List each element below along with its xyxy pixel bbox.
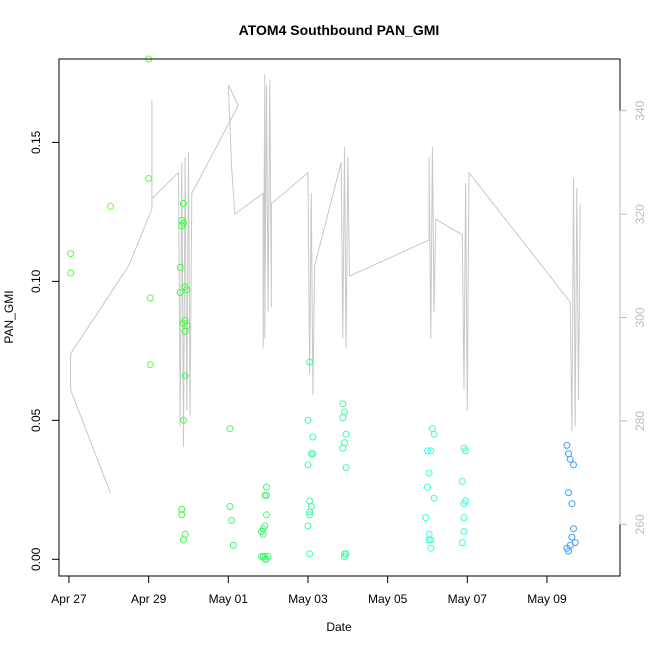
data-point: [226, 425, 234, 433]
y-tick-label: 0.00: [29, 547, 43, 571]
y-tick-label: 0.05: [29, 408, 43, 432]
data-point: [425, 536, 433, 544]
data-point: [427, 447, 435, 455]
data-point: [306, 511, 314, 519]
data-point: [107, 202, 114, 210]
data-point: [146, 294, 154, 302]
data-point: [67, 250, 75, 258]
data-point: [263, 483, 270, 491]
data-point: [570, 525, 577, 533]
x-axis: Apr 27 Apr 29 May 01 May 03 May 05 May 07 May …: [51, 575, 567, 606]
data-point: [306, 508, 314, 516]
data-point: [341, 408, 348, 416]
data-point: [563, 441, 571, 449]
x-tick-label: Apr 27: [51, 592, 87, 606]
data-point: [307, 503, 315, 510]
data-point: [460, 528, 468, 535]
data-point: [430, 494, 438, 502]
data-point: [425, 469, 433, 477]
data-point: [304, 522, 312, 530]
data-point: [563, 544, 571, 552]
data-point: [180, 200, 187, 207]
data-point: [342, 430, 350, 438]
data-point: [178, 511, 186, 519]
y2-tick-label: 300: [633, 307, 647, 327]
plot-frame: [58, 58, 621, 577]
data-point: [566, 455, 574, 463]
y-axis-label: PAN_GMI: [2, 290, 16, 343]
data-point: [309, 433, 317, 441]
data-point: [228, 516, 236, 524]
y2-tick-label: 260: [633, 514, 647, 534]
data-point: [430, 430, 438, 438]
data-point: [176, 264, 184, 271]
data-point: [339, 400, 347, 408]
data-point: [460, 514, 468, 522]
data-point: [229, 541, 237, 549]
y2-tick-label: 280: [633, 411, 647, 431]
x-tick-label: May 09: [527, 592, 567, 606]
x-axis-label: Date: [326, 620, 352, 634]
data-point: [146, 361, 154, 369]
data-point: [341, 553, 348, 560]
data-point: [304, 461, 312, 469]
y2-tick-label: 320: [633, 204, 647, 224]
secondary-series-line: [70, 74, 581, 494]
x-tick-label: May 05: [368, 592, 408, 606]
data-point: [307, 450, 315, 458]
data-point: [145, 175, 153, 182]
data-point: [462, 447, 470, 455]
data-point: [261, 522, 269, 530]
data-point: [306, 550, 314, 558]
data-point: [570, 461, 577, 469]
data-point: [422, 514, 430, 522]
data-point: [339, 444, 347, 452]
data-point: [259, 530, 267, 538]
secondary-line-layer: [70, 74, 581, 494]
data-point: [263, 491, 270, 499]
data-point: [304, 416, 312, 424]
y-axis: 0.00 0.05 0.10 0.15: [29, 130, 60, 571]
data-point: [183, 322, 191, 330]
data-point: [424, 447, 431, 455]
data-point: [180, 416, 187, 424]
x-tick-label: May 03: [288, 592, 328, 606]
x-tick-label: May 07: [448, 592, 488, 606]
data-point: [568, 533, 576, 541]
data-point: [226, 503, 234, 510]
data-point: [306, 358, 314, 366]
data-point: [425, 530, 433, 538]
data-point: [458, 539, 466, 547]
x-tick-label: May 01: [209, 592, 249, 606]
data-point: [339, 414, 347, 422]
data-point: [180, 536, 187, 544]
y2-tick-label: 340: [633, 100, 647, 120]
x-tick-label: Apr 29: [131, 592, 167, 606]
data-point: [67, 269, 75, 277]
data-point: [176, 289, 184, 296]
data-point: [183, 286, 191, 294]
secondary-y-axis: 260 280 300 320 340: [619, 100, 647, 534]
data-point: [264, 553, 272, 560]
data-point: [458, 478, 466, 485]
data-point: [180, 219, 187, 227]
data-point: [460, 500, 468, 508]
chart-title: ATOM4 Southbound PAN_GMI: [239, 22, 440, 38]
data-point: [263, 511, 270, 519]
data-point: [565, 450, 572, 458]
data-point: [181, 530, 189, 538]
data-point: [342, 464, 350, 472]
y-tick-label: 0.15: [29, 130, 43, 154]
y-tick-label: 0.10: [29, 269, 43, 293]
points-layer: [67, 55, 579, 563]
data-point: [181, 372, 189, 380]
data-point: [565, 489, 572, 497]
data-point: [427, 544, 435, 552]
data-point: [424, 483, 431, 491]
data-point: [568, 500, 576, 508]
